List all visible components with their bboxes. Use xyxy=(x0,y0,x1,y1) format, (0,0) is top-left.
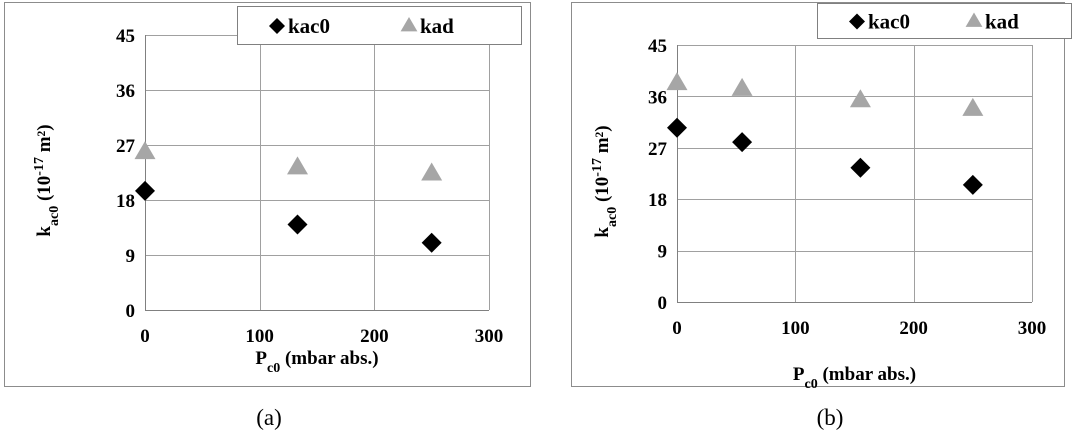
chart-a-series-kad xyxy=(134,141,443,181)
chart-b-x-tick-label: 300 xyxy=(1018,318,1047,339)
chart-a-legend: kac0 kad xyxy=(237,6,522,45)
chart-b-y-axis-title: kac0 (10-17 m²) xyxy=(590,125,620,237)
chart-a-y-tick-label: 18 xyxy=(116,191,135,212)
chart-b-point-kac0 xyxy=(850,157,871,178)
chart-b-legend-label-kac0: kac0 xyxy=(868,10,910,34)
chart-b-legend-label-kad: kad xyxy=(985,10,1019,34)
chart-b-y-tick-label: 0 xyxy=(658,293,668,314)
chart-a-series-kac0 xyxy=(135,180,442,253)
chart-b-point-kad xyxy=(849,89,871,108)
chart-panel-b: 0 9 18 27 36 45 0 100 200 300 Pc0 (mbar abs.) kac0 … xyxy=(545,0,1090,441)
chart-b-svg: 0 9 18 27 36 45 0 100 200 300 Pc0 (mbar abs.) kac0 … xyxy=(571,2,1072,430)
chart-b-legend: kac0 kad xyxy=(817,3,1072,39)
chart-b-series-kac0 xyxy=(667,117,983,195)
chart-b-y-tick-label: 45 xyxy=(648,36,667,57)
chart-b-caption: (b) xyxy=(817,405,844,430)
chart-a-point-kac0 xyxy=(135,180,155,201)
chart-a-point-kac0 xyxy=(421,232,442,253)
chart-a-legend-label-kad: kad xyxy=(420,14,454,38)
chart-b-y-tick-label: 9 xyxy=(658,242,668,263)
chart-b-series-kad xyxy=(666,72,984,116)
chart-b-point-kad xyxy=(962,97,984,116)
chart-a-gridlines xyxy=(145,35,490,310)
chart-b-point-kac0 xyxy=(667,117,687,138)
chart-a-x-tick-label: 100 xyxy=(245,326,274,347)
chart-a-y-tick-label: 9 xyxy=(126,246,136,267)
chart-a-point-kad xyxy=(421,162,443,181)
chart-b-gridlines xyxy=(677,45,1033,302)
chart-b-point-kad xyxy=(731,77,753,96)
chart-b-y-tick-label: 18 xyxy=(648,190,667,211)
chart-a-x-axis-title: Pc0 (mbar abs.) xyxy=(255,348,378,376)
chart-b-point-kad xyxy=(666,72,688,91)
chart-a-x-tick-label: 300 xyxy=(475,326,504,347)
chart-panel-a: 0 9 18 27 36 45 0 100 200 300 Pc0 (mbar abs.) kac0 … xyxy=(0,0,535,441)
chart-a-legend-box xyxy=(237,6,522,45)
chart-a-x-tick-label: 200 xyxy=(360,326,389,347)
chart-a-frame xyxy=(4,2,531,387)
chart-b-legend-marker-kad xyxy=(965,12,983,27)
chart-a-y-tick-label: 36 xyxy=(116,81,135,102)
chart-a-point-kad xyxy=(134,141,156,160)
chart-b-x-tick-label: 0 xyxy=(672,318,682,339)
chart-b-y-tick-label: 36 xyxy=(648,87,667,108)
chart-a-y-tick-label: 27 xyxy=(116,136,136,157)
chart-a-y-axis-title: kac0 (10-17 m²) xyxy=(32,124,62,236)
chart-b-legend-marker-kac0 xyxy=(849,13,865,30)
chart-b-x-tick-label: 200 xyxy=(899,318,928,339)
chart-a-y-tick-label: 45 xyxy=(116,26,135,47)
chart-a-x-tick-label: 0 xyxy=(140,326,150,347)
chart-b-x-axis-title: Pc0 (mbar abs.) xyxy=(793,364,916,392)
chart-a-point-kac0 xyxy=(287,214,308,235)
chart-b-point-kac0 xyxy=(962,174,983,195)
chart-a-legend-marker-kac0 xyxy=(269,18,285,34)
chart-a-legend-label-kac0: kac0 xyxy=(288,14,330,38)
chart-a-point-kad xyxy=(287,156,309,175)
chart-a-svg: 0 9 18 27 36 45 0 100 200 300 Pc0 (mbar abs.) kac0 … xyxy=(4,2,531,430)
chart-a-y-tick-label: 0 xyxy=(126,301,136,322)
chart-a-caption: (a) xyxy=(256,405,282,430)
chart-b-point-kac0 xyxy=(732,132,753,153)
chart-a-legend-marker-kad xyxy=(400,17,418,32)
chart-b-x-tick-label: 100 xyxy=(781,318,810,339)
chart-b-frame xyxy=(571,2,1065,387)
chart-b-y-tick-label: 27 xyxy=(648,139,668,160)
